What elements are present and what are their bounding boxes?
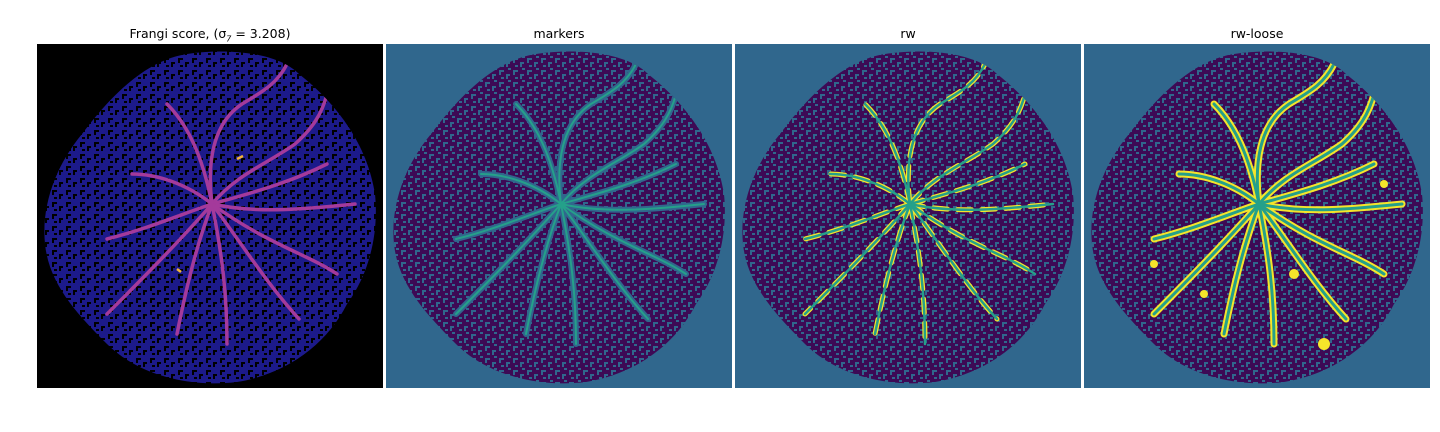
panel-title-rw: rw (900, 26, 916, 41)
rw-loose-blobs (1150, 180, 1388, 350)
frangi-hotspot-2 (176, 268, 182, 273)
frangi-title-subscript: 7 (226, 34, 232, 44)
frangi-title-tail: = 3.208) (231, 26, 291, 41)
panel-title-markers: markers (533, 26, 585, 41)
panel-title-frangi: Frangi score, (σ7 = 3.208) (37, 26, 383, 44)
rw-loose-image (1084, 44, 1430, 388)
markers-image (386, 44, 732, 388)
frangi-score-image (37, 44, 383, 388)
rw-image (735, 44, 1081, 388)
frangi-title-text: Frangi score, (σ (129, 26, 227, 41)
frangi-hotspot-1 (236, 154, 244, 161)
panel-title-rw-loose: rw-loose (1230, 26, 1284, 41)
